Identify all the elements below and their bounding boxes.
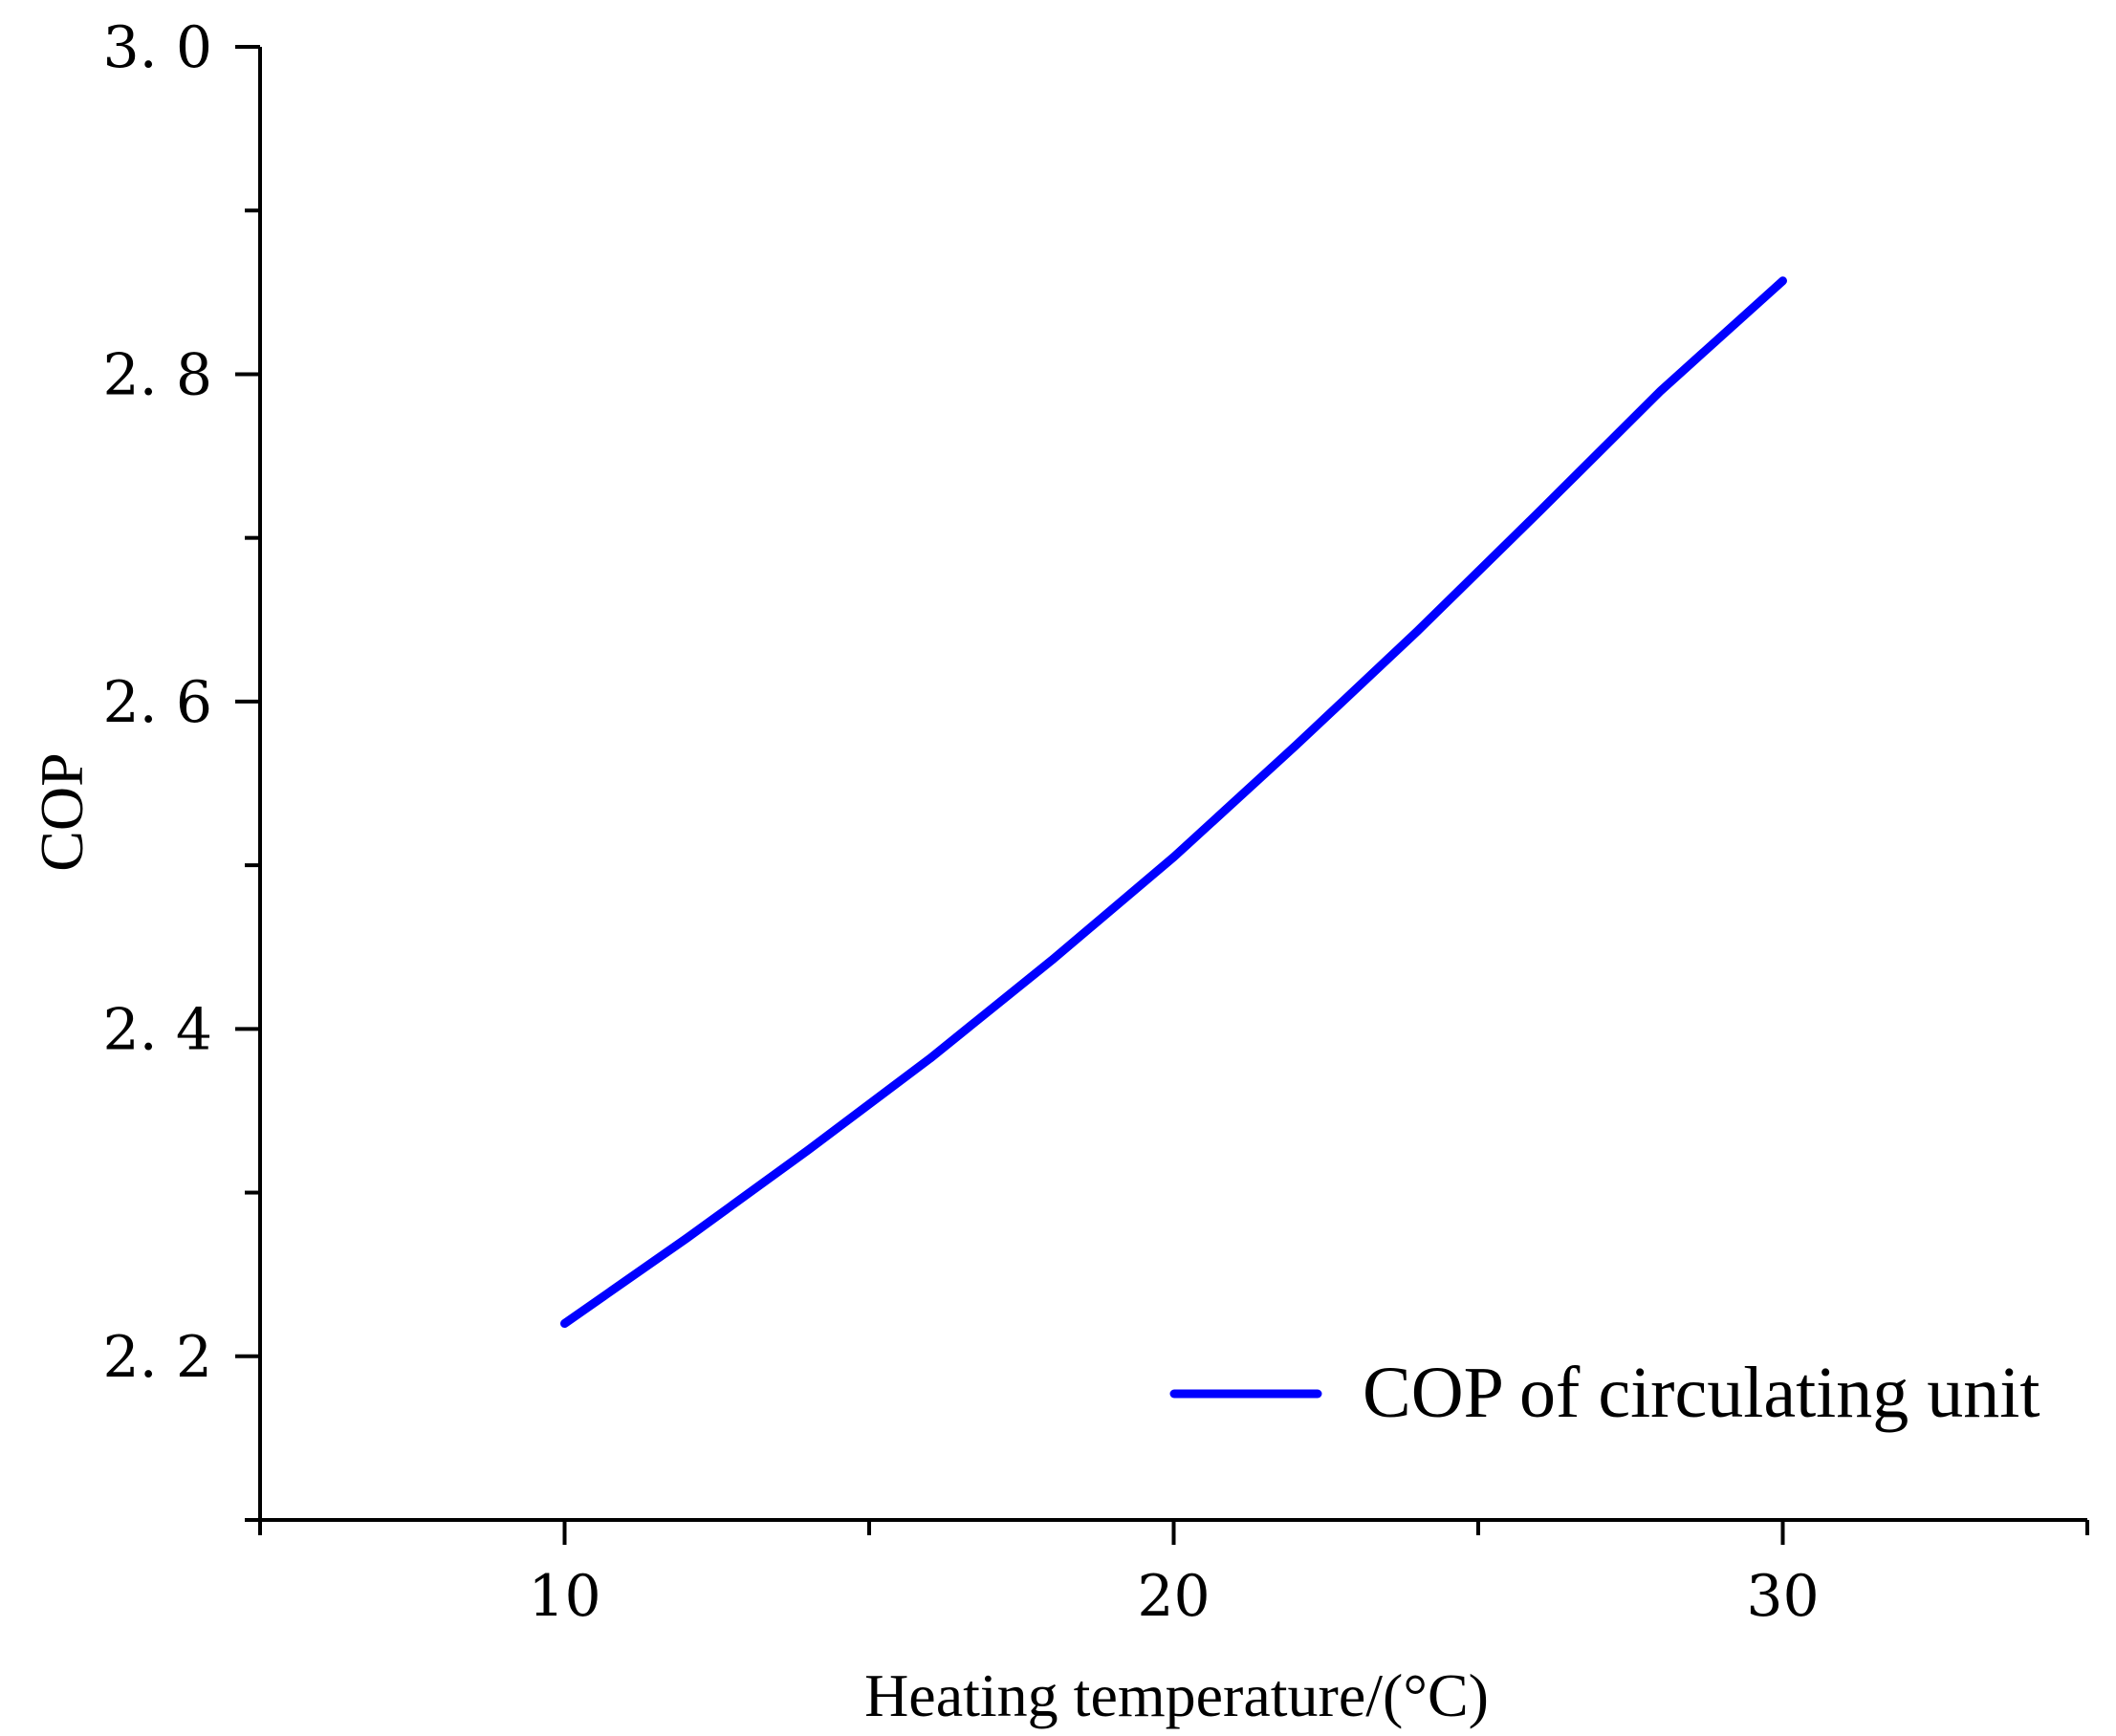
x-tick-label: 30: [1746, 1563, 1819, 1630]
plot-axes: [258, 47, 2087, 1522]
y-tick-label: 2. 6: [103, 669, 213, 736]
x-tick-label: 10: [528, 1563, 600, 1630]
series-layer: [560, 276, 1787, 1328]
legend-label: COP of circulating unit: [1363, 1353, 2040, 1433]
x-ticks: 10 20 30: [258, 1520, 2089, 1630]
y-axis-title: COP: [28, 752, 96, 872]
y-tick-label: 3. 0: [103, 14, 213, 81]
x-tick-label: 20: [1137, 1563, 1210, 1630]
legend: COP of circulating unit: [1169, 1353, 2040, 1433]
series-line: [560, 276, 1787, 1328]
y-tick-label: 2. 2: [103, 1324, 213, 1391]
x-axis-title: Heating temperature/(°C): [864, 1661, 1489, 1729]
y-tick-label: 2. 4: [103, 996, 213, 1063]
y-ticks: 2. 2 2. 4 2. 6 2. 8 3. 0: [103, 14, 260, 1522]
y-tick-label: 2. 8: [103, 341, 213, 408]
